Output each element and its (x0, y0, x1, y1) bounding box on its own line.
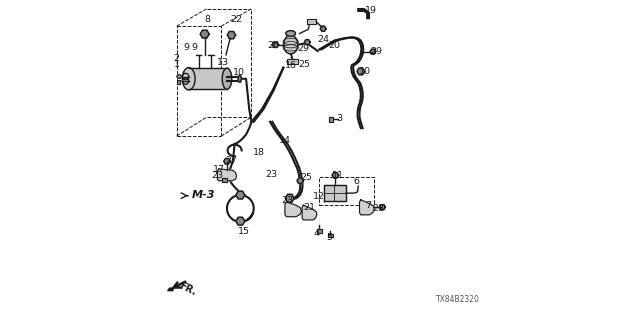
Text: 17: 17 (212, 165, 225, 174)
Text: 3: 3 (337, 114, 343, 123)
Polygon shape (305, 40, 310, 44)
Text: 23: 23 (266, 170, 278, 179)
Polygon shape (236, 217, 245, 225)
Bar (189, 68, 227, 89)
Polygon shape (360, 200, 374, 215)
Bar (222, 179, 227, 182)
Text: 6: 6 (353, 177, 359, 186)
Text: 9: 9 (191, 43, 198, 52)
Text: 24: 24 (317, 35, 329, 44)
Text: 25: 25 (299, 60, 310, 69)
Text: 27: 27 (225, 156, 237, 165)
Polygon shape (200, 30, 209, 38)
Text: 8: 8 (205, 15, 211, 24)
Polygon shape (302, 205, 317, 220)
Text: 10: 10 (232, 68, 244, 77)
Polygon shape (236, 191, 245, 199)
Polygon shape (320, 26, 326, 31)
Text: 25: 25 (301, 173, 312, 182)
Text: 11: 11 (332, 171, 344, 180)
Polygon shape (332, 172, 339, 178)
Ellipse shape (222, 68, 232, 89)
Text: 23: 23 (211, 171, 223, 180)
Text: 9: 9 (184, 43, 190, 52)
Text: 21: 21 (303, 203, 315, 212)
Polygon shape (285, 194, 294, 202)
Text: M-3: M-3 (192, 189, 216, 200)
Text: 29: 29 (371, 47, 383, 56)
Text: 14: 14 (279, 136, 291, 145)
Text: 2: 2 (173, 54, 180, 63)
Text: 10: 10 (359, 67, 371, 76)
Text: 19: 19 (365, 6, 377, 15)
Polygon shape (272, 42, 278, 47)
Bar (329, 117, 333, 122)
Text: 1: 1 (174, 60, 180, 69)
Ellipse shape (284, 36, 298, 54)
Bar (307, 19, 316, 24)
Polygon shape (224, 158, 230, 164)
Text: FR.: FR. (177, 281, 198, 297)
Text: 7: 7 (365, 201, 371, 210)
Text: 5: 5 (326, 233, 333, 242)
Text: 4: 4 (313, 229, 319, 238)
Bar (177, 80, 180, 84)
Polygon shape (168, 288, 173, 291)
Polygon shape (370, 49, 376, 54)
Bar (287, 59, 298, 64)
Text: 28: 28 (372, 204, 385, 213)
Ellipse shape (286, 31, 296, 36)
Bar (317, 229, 322, 233)
Text: 22: 22 (230, 15, 243, 24)
Ellipse shape (182, 68, 195, 90)
Polygon shape (218, 169, 237, 181)
Text: 16: 16 (285, 60, 297, 69)
Text: 18: 18 (253, 148, 265, 156)
Text: TX84B2320: TX84B2320 (436, 295, 480, 304)
Bar (328, 234, 333, 237)
Polygon shape (357, 68, 365, 75)
Polygon shape (380, 205, 385, 210)
Ellipse shape (238, 75, 241, 82)
Polygon shape (227, 31, 236, 39)
Text: 23: 23 (282, 196, 294, 205)
Text: 26: 26 (267, 41, 279, 50)
Text: 15: 15 (238, 227, 250, 236)
Text: 13: 13 (216, 58, 228, 67)
Text: 12: 12 (314, 192, 325, 202)
Polygon shape (285, 202, 301, 217)
Ellipse shape (177, 75, 181, 78)
Polygon shape (297, 178, 303, 183)
Bar (324, 185, 346, 201)
Text: 20: 20 (328, 41, 340, 51)
Text: 29: 29 (298, 44, 309, 53)
